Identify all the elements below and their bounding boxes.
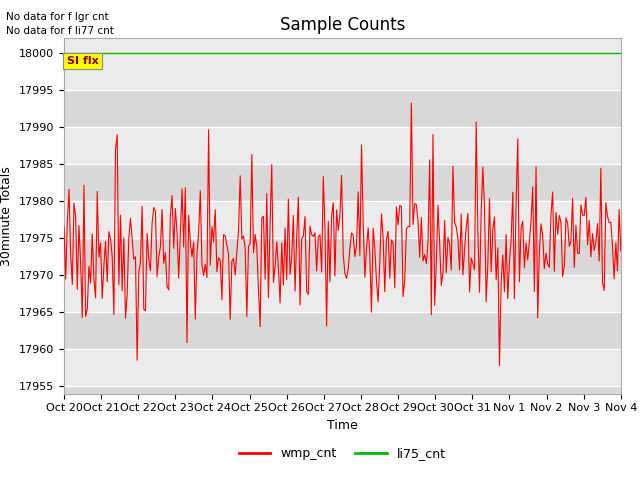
Bar [64,90,621,127]
Bar [64,201,621,238]
Y-axis label: 30minute Totals: 30minute Totals [1,166,13,266]
Bar [64,164,621,201]
Text: No data for f lgr cnt: No data for f lgr cnt [6,12,109,22]
Bar [64,312,621,349]
Bar [64,349,621,386]
Bar [64,386,621,394]
Bar [64,238,621,275]
Bar [64,53,621,90]
Title: Sample Counts: Sample Counts [280,16,405,34]
Legend: wmp_cnt, li75_cnt: wmp_cnt, li75_cnt [234,443,451,466]
Text: No data for f li77 cnt: No data for f li77 cnt [6,26,115,36]
Text: SI flx: SI flx [67,56,99,66]
X-axis label: Time: Time [327,419,358,432]
Bar [64,275,621,312]
Bar [64,38,621,53]
Bar [64,127,621,164]
